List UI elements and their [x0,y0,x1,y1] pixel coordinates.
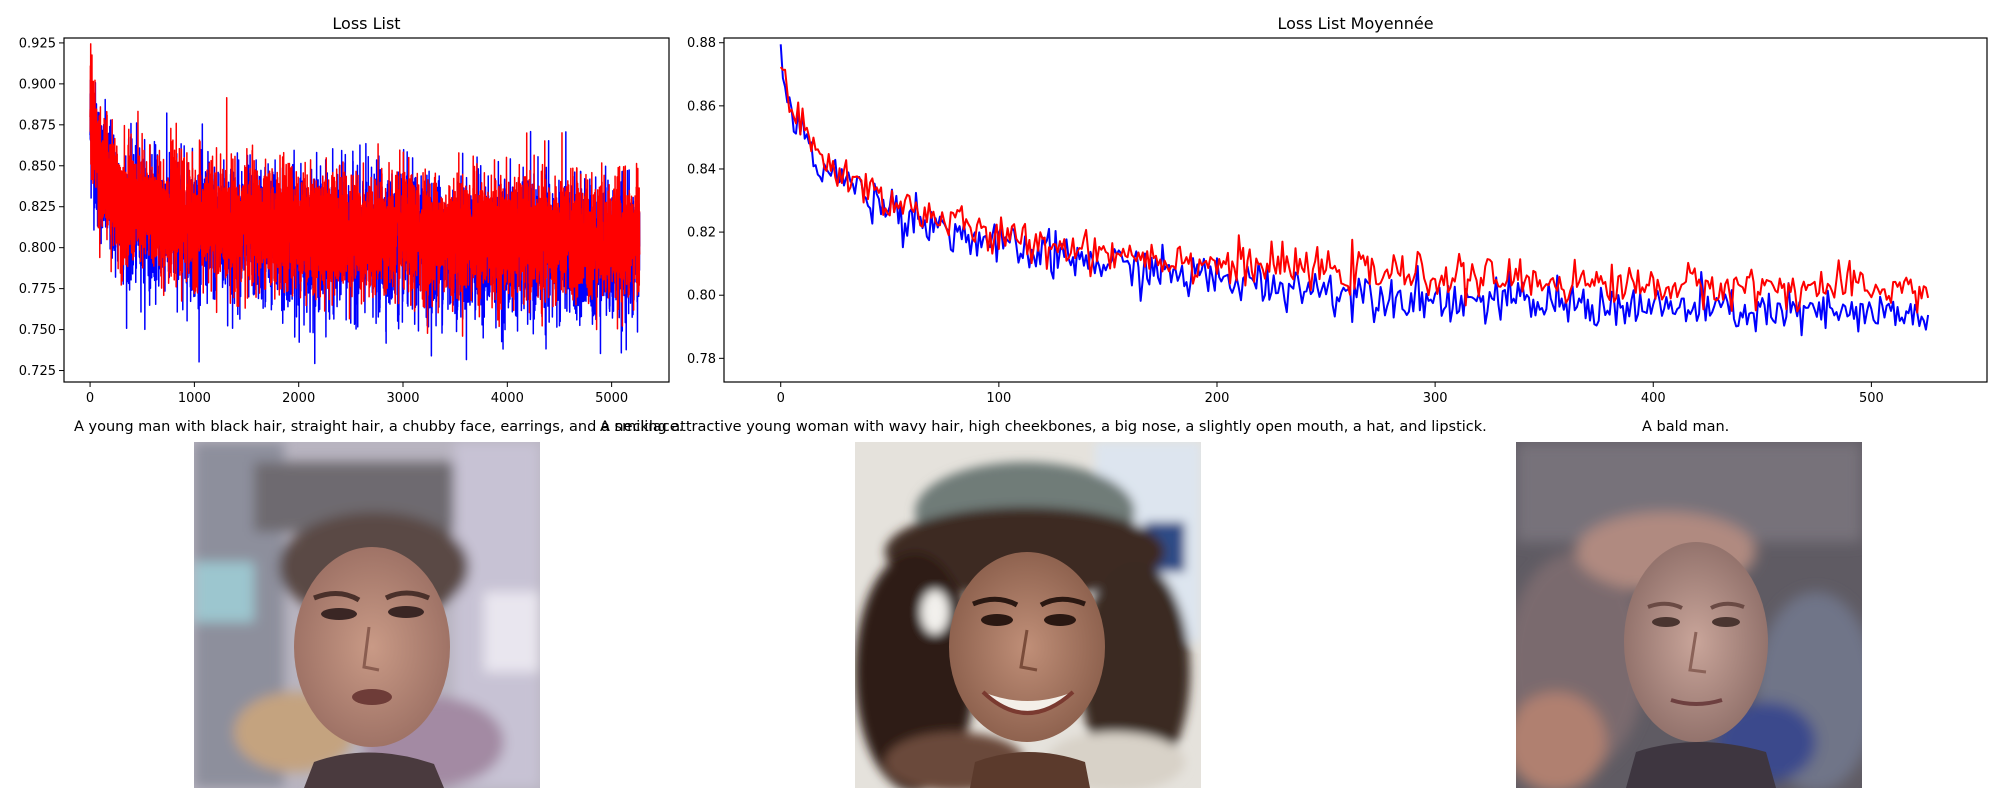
y-tick-label: 0.84 [687,162,716,177]
y-tick-label: 0.86 [687,99,716,114]
y-tick-label: 0.900 [19,77,56,92]
x-tick-label: 1000 [178,391,211,406]
x-tick-label: 500 [1859,391,1884,406]
x-tick-label: 5000 [595,391,628,406]
y-tick-label: 0.800 [19,241,56,256]
series-line-2 [89,43,641,337]
sample-caption-1: A young man with black hair, straight ha… [74,419,684,435]
y-tick-label: 0.925 [19,36,56,51]
loss-list-moyennee-chart: Loss List Moyennée 0 100 200 300 400 5000.780… [687,14,1988,406]
chart-title: Loss List [332,14,400,33]
generated-face-image-1 [194,442,540,788]
x-tick-label: 0 [86,391,94,406]
y-tick-label: 0.88 [687,36,716,51]
sample-caption-2: A smiling attractive young woman with wa… [600,419,1487,435]
y-tick-label: 0.725 [19,364,56,379]
ticks: 0 1000 2000 3000 4000 5000 0.725 0.750 0.775 0.80… [19,36,628,406]
y-tick-label: 0.750 [19,323,56,338]
y-tick-label: 0.80 [687,289,716,304]
generated-face-image-2 [855,442,1201,788]
series-line-2 [779,66,1930,314]
axes-frame [63,37,670,383]
y-tick-label: 0.82 [687,226,716,241]
x-tick-label: 3000 [386,391,419,406]
series-layer [779,44,1930,337]
series-line-1 [779,44,1930,337]
x-tick-label: 400 [1641,391,1666,406]
chart-title: Loss List Moyennée [1277,14,1433,33]
generated-face-image-3 [1516,442,1862,788]
sample-caption-3: A bald man. [1642,419,1730,435]
x-tick-label: 2000 [282,391,315,406]
x-tick-label: 100 [986,391,1011,406]
x-tick-label: 200 [1205,391,1230,406]
y-tick-label: 0.875 [19,118,56,133]
y-tick-label: 0.825 [19,200,56,215]
y-tick-label: 0.78 [687,352,716,367]
x-tick-label: 0 [777,391,785,406]
y-tick-label: 0.775 [19,282,56,297]
axes-frame [723,37,1988,383]
ticks: 0 100 200 300 400 500 0.78 0.80 0.82 0.84 0.86 0.88 [687,36,1884,406]
loss-list-chart: Loss List 0 1000 2000 3000 4000 5000 0.725 0.75… [19,14,670,406]
x-tick-label: 300 [1423,391,1448,406]
y-tick-label: 0.850 [19,159,56,174]
x-tick-label: 4000 [491,391,524,406]
series-layer [89,43,641,365]
